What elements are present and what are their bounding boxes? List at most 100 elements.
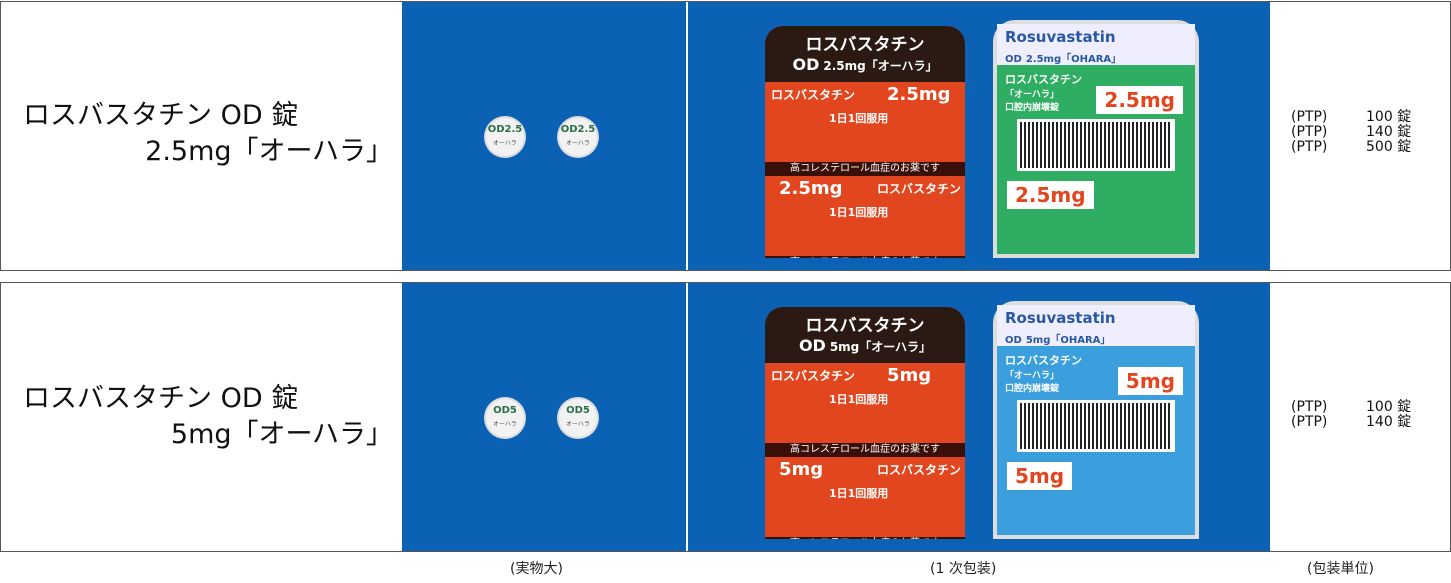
package-kind: (PTP) bbox=[1291, 414, 1328, 430]
back-title: Rosuvastatin bbox=[997, 24, 1195, 50]
tablet-imprint: OD2.5 bbox=[487, 124, 523, 135]
blister-header: ロスバスタチン OD 5mg「オーハラ」 bbox=[765, 307, 965, 363]
footer-label: (包装単位) bbox=[1307, 561, 1374, 577]
blister-back: Rosuvastatin OD 2.5mg「OHARA」 ロスバスタチン 「オーハラ」口… bbox=[993, 20, 1199, 258]
blister-cell bbox=[765, 407, 965, 443]
blister-dose: 2.5mg bbox=[779, 178, 843, 199]
blister-brand: ロスバスタチン bbox=[771, 88, 856, 102]
blister-back: Rosuvastatin OD 5mg「OHARA」 ロスバスタチン 「オーハラ」 口腔内… bbox=[993, 301, 1199, 539]
blister-brand: ロスバスタチン bbox=[877, 463, 962, 477]
tablet-maker: オーハラ bbox=[566, 140, 590, 147]
blister-brand: ロスバスタチン bbox=[877, 182, 962, 196]
blister-front: ロスバスタチン OD 5mg「オーハラ」 ロスバスタチン 5mg 1日1回服用 高コレステロ… bbox=[765, 307, 965, 539]
back-dose: 2.5mg bbox=[1096, 86, 1183, 114]
package-panel: ロスバスタチン OD 2.5mg「オーハラ」 ロスバスタチン 2.5mg 1日1回服用 高コ… bbox=[688, 2, 1270, 270]
blister-header: ロスバスタチン OD 2.5mg「オーハラ」 bbox=[765, 26, 965, 82]
tablet-maker: オーハラ bbox=[566, 421, 590, 428]
back-label: ロスバスタチン 「オーハラ」 口腔内崩壊錠 bbox=[997, 65, 1195, 113]
blister-strength-line: OD 2.5mg「オーハラ」 bbox=[765, 55, 965, 74]
blister-dose: 2.5mg bbox=[887, 84, 951, 105]
back-form: 口腔内崩壊錠 bbox=[1005, 103, 1060, 113]
tablet: OD5 オーハラ bbox=[559, 399, 597, 437]
package-units: (PTP) 100 錠 (PTP) 140 錠 bbox=[1291, 400, 1411, 430]
back-form: 口腔内崩壊錠 bbox=[1005, 384, 1060, 394]
blister-note: 高コレステロール血症のお薬です bbox=[765, 443, 965, 457]
back-dose: 2.5mg bbox=[1007, 181, 1094, 209]
blister-note: 高コレステロール血症のお薬です bbox=[765, 537, 965, 539]
tablet-maker: オーハラ bbox=[493, 140, 517, 147]
package-kind: (PTP) bbox=[1291, 109, 1328, 125]
blister-brand: ロスバスタチン bbox=[805, 316, 925, 336]
tablet-panel: OD2.5 オーハラ OD2.5 オーハラ bbox=[402, 2, 686, 270]
tablet-imprint: OD5 bbox=[493, 405, 517, 416]
back-od: OD bbox=[1005, 335, 1022, 346]
barcode bbox=[1017, 400, 1175, 452]
blister-note: 高コレステロール血症のお薬です bbox=[765, 256, 965, 258]
blister-od: OD bbox=[792, 55, 820, 74]
product-name: ロスバスタチン OD 錠 2.5mg「オーハラ」 bbox=[23, 98, 393, 170]
blister-note: 高コレステロール血症のお薬です bbox=[765, 162, 965, 176]
blister-brand: ロスバスタチン bbox=[805, 35, 925, 55]
package-line: (PTP) 100 錠 bbox=[1291, 400, 1411, 415]
package-line: (PTP) 100 錠 bbox=[1291, 110, 1411, 125]
package-kind: (PTP) bbox=[1291, 124, 1328, 140]
back-dose: 5mg bbox=[1117, 367, 1183, 395]
back-maker: 「オーハラ」 bbox=[1005, 90, 1059, 100]
blister-cell: ロスバスタチン 2.5mg 1日1回服用 bbox=[765, 176, 965, 220]
back-strength: 5mg「OHARA」 bbox=[1025, 335, 1111, 346]
barcode bbox=[1017, 119, 1175, 171]
blister-usage: 1日1回服用 bbox=[829, 487, 889, 500]
package-count: 140 錠 bbox=[1366, 414, 1412, 430]
package-panel: ロスバスタチン OD 5mg「オーハラ」 ロスバスタチン 5mg 1日1回服用 高コレステロ… bbox=[688, 283, 1270, 551]
footer-label: (1 次包装) bbox=[930, 561, 997, 577]
blister-strength-line: OD 5mg「オーハラ」 bbox=[765, 336, 965, 355]
tablet: OD5 オーハラ bbox=[486, 399, 524, 437]
product-row: ロスバスタチン OD 錠 5mg「オーハラ」 OD5 オーハラ OD5 オーハラ ロスバスタ… bbox=[0, 282, 1451, 552]
package-line: (PTP) 500 錠 bbox=[1291, 140, 1411, 155]
blister-cell: ロスバスタチン 2.5mg 1日1回服用 bbox=[765, 82, 965, 126]
package-units: (PTP) 100 錠 (PTP) 140 錠 (PTP) 500 錠 bbox=[1291, 110, 1411, 155]
blister-usage: 1日1回服用 bbox=[829, 112, 889, 125]
tablet-imprint: OD2.5 bbox=[560, 124, 596, 135]
name-line: 2.5mg「オーハラ」 bbox=[145, 136, 393, 167]
footer-label: (実物大) bbox=[510, 561, 563, 577]
name-line: 5mg「オーハラ」 bbox=[170, 419, 393, 450]
back-label: ロスバスタチン 「オーハラ」 口腔内崩壊錠 bbox=[997, 346, 1195, 394]
tablet-panel: OD5 オーハラ OD5 オーハラ bbox=[402, 283, 686, 551]
name-line: ロスバスタチン OD 錠 bbox=[23, 100, 299, 131]
package-line: (PTP) 140 錠 bbox=[1291, 125, 1411, 140]
tablet: OD2.5 オーハラ bbox=[559, 118, 597, 156]
blister-strength: 2.5mg「オーハラ」 bbox=[823, 59, 938, 73]
product-name: ロスバスタチン OD 錠 5mg「オーハラ」 bbox=[23, 381, 393, 453]
product-row: ロスバスタチン OD 錠 2.5mg「オーハラ」 OD2.5 オーハラ OD2.5 オーハ… bbox=[0, 1, 1451, 271]
blister-cell bbox=[765, 126, 965, 162]
back-brand: ロスバスタチン bbox=[1005, 73, 1082, 86]
tablet: OD2.5 オーハラ bbox=[486, 118, 524, 156]
blister-dose: 5mg bbox=[887, 365, 932, 386]
tablet-maker: オーハラ bbox=[493, 421, 517, 428]
back-dose: 5mg bbox=[1007, 462, 1073, 490]
blister-strength: 5mg「オーハラ」 bbox=[829, 340, 932, 354]
blister-cell: ロスバスタチン 5mg 1日1回服用 bbox=[765, 363, 965, 407]
blister-od: OD bbox=[798, 336, 826, 355]
blister-cell bbox=[765, 220, 965, 256]
blister-brand: ロスバスタチン bbox=[771, 369, 856, 383]
name-line: ロスバスタチン OD 錠 bbox=[23, 383, 299, 414]
package-kind: (PTP) bbox=[1291, 139, 1328, 155]
blister-usage: 1日1回服用 bbox=[829, 393, 889, 406]
package-line: (PTP) 140 錠 bbox=[1291, 415, 1411, 430]
blister-front: ロスバスタチン OD 2.5mg「オーハラ」 ロスバスタチン 2.5mg 1日1回服用 高コ… bbox=[765, 26, 965, 258]
package-count: 100 錠 bbox=[1366, 399, 1412, 415]
package-count: 100 錠 bbox=[1366, 109, 1412, 125]
tablet-imprint: OD5 bbox=[566, 405, 590, 416]
back-maker: 「オーハラ」 bbox=[1005, 371, 1059, 381]
package-count: 500 錠 bbox=[1366, 139, 1412, 155]
blister-cell bbox=[765, 501, 965, 537]
package-kind: (PTP) bbox=[1291, 399, 1328, 415]
blister-cell: ロスバスタチン 5mg 1日1回服用 bbox=[765, 457, 965, 501]
blister-dose: 5mg bbox=[779, 459, 824, 480]
back-strength: 2.5mg「OHARA」 bbox=[1025, 54, 1122, 65]
back-od: OD bbox=[1005, 54, 1022, 65]
back-brand: ロスバスタチン bbox=[1005, 354, 1082, 367]
